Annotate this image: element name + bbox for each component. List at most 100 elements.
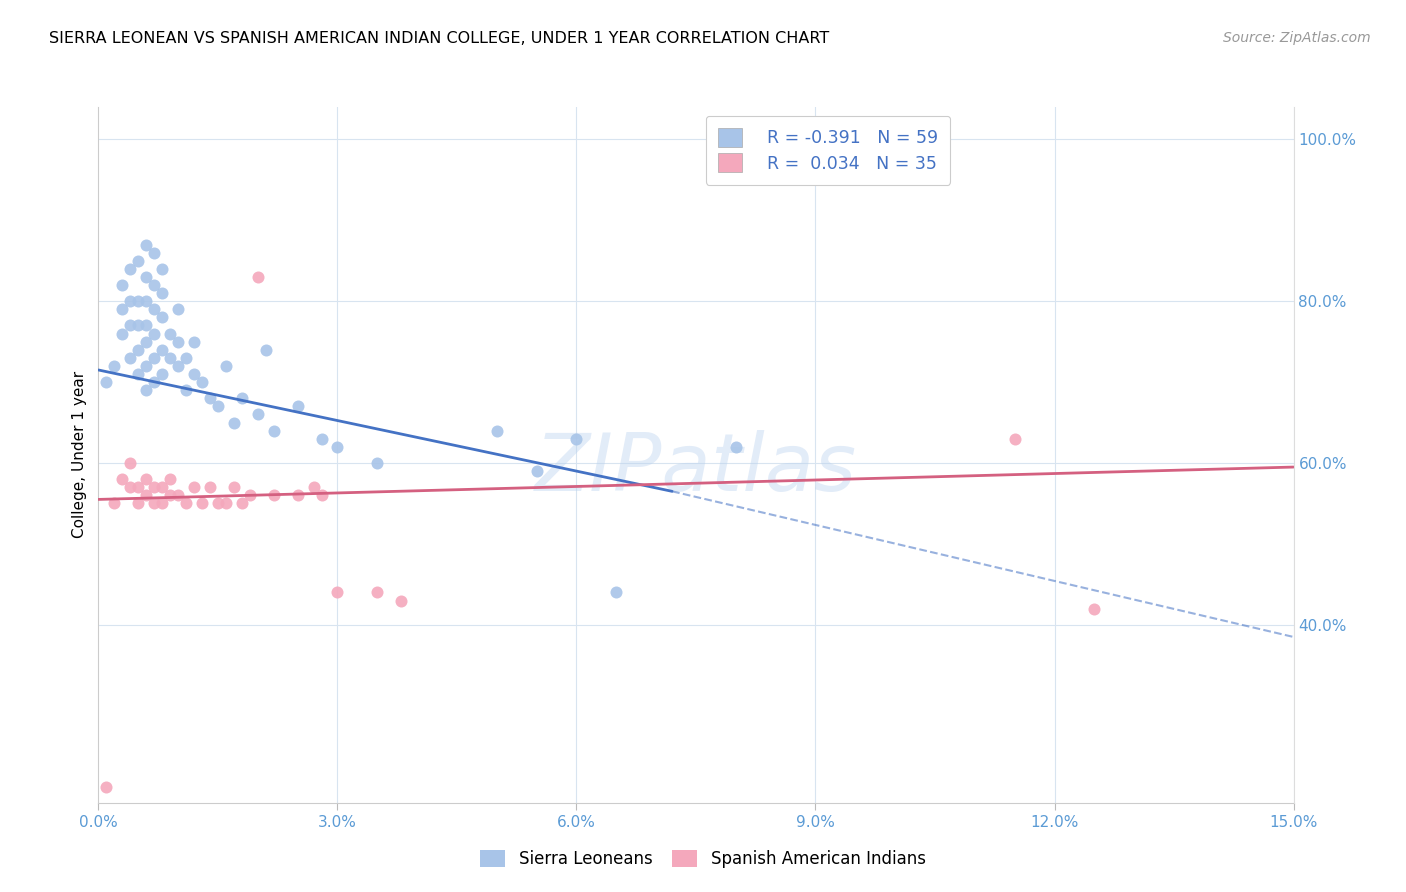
Y-axis label: College, Under 1 year: College, Under 1 year bbox=[72, 371, 87, 539]
Point bbox=[135, 294, 157, 309]
Point bbox=[120, 351, 142, 365]
Point bbox=[159, 488, 181, 502]
Point bbox=[239, 488, 262, 502]
Point bbox=[198, 480, 221, 494]
Point bbox=[174, 496, 197, 510]
Point bbox=[215, 496, 238, 510]
Point bbox=[127, 367, 149, 381]
Text: ZIPatlas: ZIPatlas bbox=[534, 430, 858, 508]
Point bbox=[183, 367, 205, 381]
Point bbox=[150, 310, 173, 325]
Point bbox=[150, 261, 173, 276]
Point bbox=[167, 302, 190, 317]
Point bbox=[150, 286, 173, 301]
Point bbox=[143, 245, 166, 260]
Point bbox=[143, 302, 166, 317]
Point bbox=[150, 343, 173, 357]
Point bbox=[143, 326, 166, 341]
Point bbox=[526, 464, 548, 478]
Point bbox=[183, 480, 205, 494]
Point bbox=[111, 302, 134, 317]
Point bbox=[246, 269, 269, 284]
Point bbox=[1004, 432, 1026, 446]
Point bbox=[120, 294, 142, 309]
Point bbox=[135, 237, 157, 252]
Point bbox=[198, 392, 221, 406]
Point bbox=[159, 351, 181, 365]
Point bbox=[135, 383, 157, 397]
Point bbox=[150, 496, 173, 510]
Point bbox=[389, 593, 412, 607]
Legend:   R = -0.391   N = 59,   R =  0.034   N = 35: R = -0.391 N = 59, R = 0.034 N = 35 bbox=[706, 116, 950, 185]
Point bbox=[135, 269, 157, 284]
Point bbox=[120, 318, 142, 333]
Point bbox=[143, 278, 166, 293]
Point bbox=[103, 496, 125, 510]
Point bbox=[127, 496, 149, 510]
Point bbox=[174, 383, 197, 397]
Point bbox=[263, 424, 285, 438]
Point bbox=[326, 440, 349, 454]
Point bbox=[191, 375, 214, 389]
Point bbox=[366, 585, 388, 599]
Point bbox=[263, 488, 285, 502]
Point bbox=[135, 334, 157, 349]
Point bbox=[127, 253, 149, 268]
Point bbox=[207, 400, 229, 414]
Point bbox=[231, 496, 253, 510]
Point bbox=[207, 496, 229, 510]
Point bbox=[246, 408, 269, 422]
Point bbox=[143, 351, 166, 365]
Text: SIERRA LEONEAN VS SPANISH AMERICAN INDIAN COLLEGE, UNDER 1 YEAR CORRELATION CHAR: SIERRA LEONEAN VS SPANISH AMERICAN INDIA… bbox=[49, 31, 830, 46]
Point bbox=[254, 343, 277, 357]
Point bbox=[143, 375, 166, 389]
Point bbox=[135, 359, 157, 373]
Point bbox=[191, 496, 214, 510]
Point bbox=[96, 780, 118, 794]
Point bbox=[143, 496, 166, 510]
Point bbox=[311, 488, 333, 502]
Point bbox=[120, 480, 142, 494]
Point bbox=[159, 326, 181, 341]
Legend: Sierra Leoneans, Spanish American Indians: Sierra Leoneans, Spanish American Indian… bbox=[474, 843, 932, 875]
Point bbox=[150, 480, 173, 494]
Point bbox=[302, 480, 325, 494]
Point bbox=[1083, 601, 1105, 615]
Text: Source: ZipAtlas.com: Source: ZipAtlas.com bbox=[1223, 31, 1371, 45]
Point bbox=[287, 488, 309, 502]
Point bbox=[605, 585, 627, 599]
Point bbox=[565, 432, 588, 446]
Point bbox=[111, 326, 134, 341]
Point bbox=[724, 440, 747, 454]
Point bbox=[127, 294, 149, 309]
Point bbox=[222, 416, 245, 430]
Point bbox=[135, 488, 157, 502]
Point bbox=[366, 456, 388, 470]
Point bbox=[183, 334, 205, 349]
Point bbox=[167, 359, 190, 373]
Point bbox=[485, 424, 508, 438]
Point bbox=[127, 480, 149, 494]
Point bbox=[111, 472, 134, 486]
Point bbox=[159, 472, 181, 486]
Point bbox=[111, 278, 134, 293]
Point bbox=[135, 472, 157, 486]
Point bbox=[120, 261, 142, 276]
Point bbox=[143, 480, 166, 494]
Point bbox=[311, 432, 333, 446]
Point bbox=[120, 456, 142, 470]
Point bbox=[127, 343, 149, 357]
Point bbox=[150, 367, 173, 381]
Point bbox=[127, 318, 149, 333]
Point bbox=[174, 351, 197, 365]
Point bbox=[326, 585, 349, 599]
Point bbox=[222, 480, 245, 494]
Point bbox=[96, 375, 118, 389]
Point bbox=[135, 318, 157, 333]
Point bbox=[167, 334, 190, 349]
Point bbox=[231, 392, 253, 406]
Point bbox=[167, 488, 190, 502]
Point bbox=[103, 359, 125, 373]
Point bbox=[287, 400, 309, 414]
Point bbox=[215, 359, 238, 373]
